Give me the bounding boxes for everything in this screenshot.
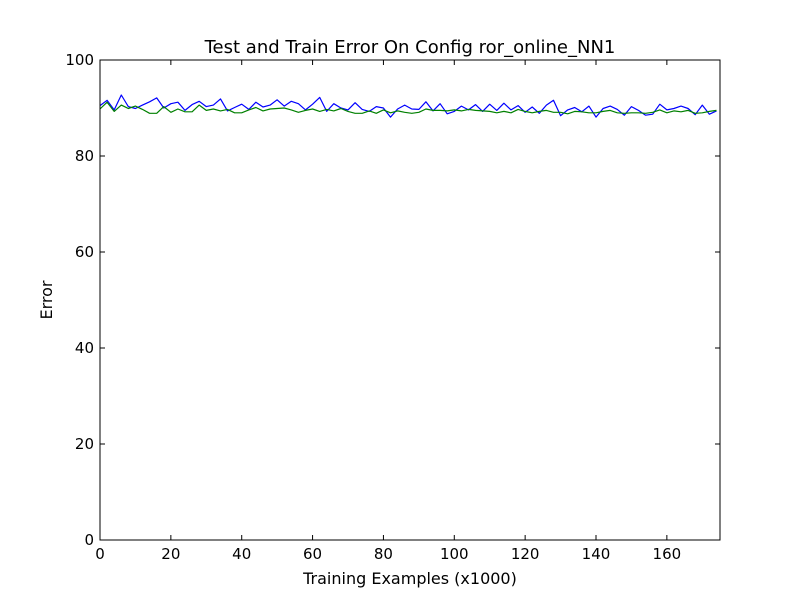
x-tick-label: 60 xyxy=(303,545,322,563)
series-line-2 xyxy=(99,101,717,115)
y-tick-label: 60 xyxy=(75,243,94,261)
series-line-1 xyxy=(99,94,717,118)
y-axis-label: Error xyxy=(37,280,56,319)
x-tick-label: 120 xyxy=(511,545,540,563)
tick-layer: 0 20 40 60 80 100 120 140 160 0 20 40 60 80 100 xyxy=(65,51,720,563)
x-axis-label: Training Examples (x1000) xyxy=(302,569,517,588)
x-tick-label: 20 xyxy=(161,545,180,563)
y-tick-label: 0 xyxy=(84,531,94,549)
x-tick-label: 80 xyxy=(374,545,393,563)
x-tick-label: 160 xyxy=(653,545,682,563)
series-layer xyxy=(99,94,717,118)
x-tick-label: 0 xyxy=(95,545,105,563)
x-tick-label: 140 xyxy=(582,545,611,563)
x-tick-label: 40 xyxy=(232,545,251,563)
y-tick-label: 80 xyxy=(75,147,94,165)
chart-title: Test and Train Error On Config ror_onlin… xyxy=(204,37,616,58)
y-tick-label: 20 xyxy=(75,435,94,453)
y-tick-label: 40 xyxy=(75,339,94,357)
plot-frame xyxy=(99,59,721,541)
x-tick-label: 100 xyxy=(440,545,469,563)
y-tick-label: 100 xyxy=(65,51,94,69)
